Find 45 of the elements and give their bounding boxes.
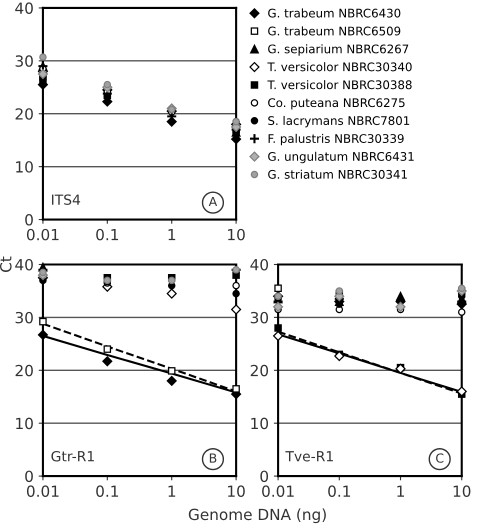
legend-label: G. striatum NBRC30341 [268,170,407,179]
x-tick-label: 0.1 [328,485,350,497]
y-tick-label: 40 [15,2,33,14]
y-tick-label: 20 [16,364,33,376]
x-tick-label: 1 [397,486,404,497]
x-tick-label: 1 [168,229,176,240]
y-tick-label: 40 [15,258,33,271]
y-tick-label: 30 [16,312,33,324]
x-tick-label: 10 [454,485,470,497]
legend-label: T. versicolor NBRC30340 [267,62,412,72]
x-tick-label: 0.01 [262,485,294,497]
legend-label: Co. puteana NBRC6275 [268,98,405,110]
x-tick-label: 10 [228,228,245,240]
y-tick-label: 30 [250,312,268,324]
y-tick-label: 20 [16,108,33,120]
y-tick-label: 0 [25,470,33,482]
y-tick-label: 0 [260,470,268,482]
x-tick-label: 0.1 [96,228,118,240]
x-tick-label: 0.1 [96,485,118,497]
y-tick-label: 10 [251,418,268,430]
y-axis-title: Ct [0,256,12,272]
y-tick-label: 0 [25,214,33,226]
x-tick-label: 0.01 [26,485,59,497]
y-tick-label: 10 [16,161,33,173]
x-tick-label: 0.01 [26,228,59,240]
x-tick-label: 10 [228,485,245,497]
x-axis-title: Genome DNA (ng) [188,508,326,524]
legend-label: T. versicolor NBRC30388 [267,80,412,90]
legend-label: G. sepiarium NBRC6267 [268,44,408,56]
y-tick-label: 30 [16,55,33,67]
annotation: C [436,453,444,463]
x-tick-label: 1 [168,486,176,497]
legend-label: G. trabeum NBRC6430 [268,8,400,18]
legend-label: G. ungulatum NBRC6431 [268,152,414,164]
annotation: Gtr-R1 [51,450,94,462]
legend-label: G. trabeum NBRC6509 [268,26,400,36]
legend-label: F. palustris NBRC30339 [268,134,404,146]
y-tick-label: 20 [250,364,268,376]
legend-label: S. lacrymans NBRC7801 [268,116,410,128]
annotation: ITS4 [52,194,80,205]
y-tick-label: 10 [16,418,33,430]
annotation: Tve-R1 [285,451,333,462]
annotation: B [210,454,216,463]
y-tick-label: 40 [250,258,268,271]
annotation: A [208,196,218,206]
